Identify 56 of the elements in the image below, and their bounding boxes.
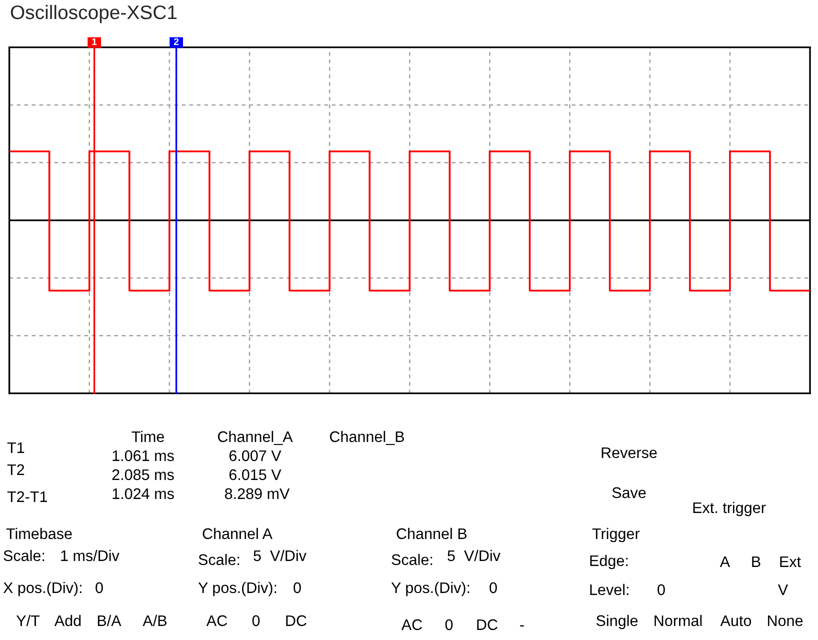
text: Auto xyxy=(720,615,752,626)
chart-title: Oscilloscope-XSC1 xyxy=(10,4,177,24)
text: Channel_A xyxy=(218,430,293,445)
text: DC xyxy=(286,615,306,626)
text: 5 V/Div xyxy=(254,550,306,562)
text: Y pos.(Div): xyxy=(198,582,276,596)
text: AC xyxy=(401,619,422,630)
text: Y/T xyxy=(16,614,40,626)
text: Reverse xyxy=(602,447,657,458)
text: B xyxy=(752,556,760,567)
text: 0 xyxy=(490,582,497,594)
text: Ext. trigger xyxy=(693,502,766,516)
text: Scale: xyxy=(4,550,44,562)
text: Level: xyxy=(590,584,628,596)
text: Add xyxy=(54,614,81,626)
text: DC xyxy=(477,619,498,630)
text: 0 xyxy=(252,615,260,626)
text: Trigger xyxy=(592,528,640,542)
text: 6.007 V xyxy=(229,450,282,462)
text: B/A xyxy=(98,614,122,626)
text: 2.085 ms xyxy=(112,469,174,480)
text: T2 xyxy=(7,464,24,475)
text: Channel_B xyxy=(330,430,404,445)
text: AC xyxy=(206,615,228,626)
text: 6.015 V xyxy=(229,469,282,480)
text: Channel A xyxy=(202,528,272,540)
text: 1.024 ms xyxy=(112,488,174,500)
text: Scale: xyxy=(392,554,432,566)
text: V xyxy=(778,584,788,595)
text: Timebase xyxy=(6,528,72,540)
text: 0 xyxy=(294,582,301,594)
text: A xyxy=(720,556,730,567)
text: Y pos.(Div): xyxy=(391,582,470,596)
text: X pos.(Div): xyxy=(3,582,82,596)
text: 0 xyxy=(658,584,665,596)
text: - xyxy=(520,625,524,626)
text: A/B xyxy=(142,614,167,626)
text: 1 ms/Div xyxy=(61,550,120,562)
text: 8.289 mV xyxy=(224,488,290,500)
text: Channel B xyxy=(396,528,467,540)
text: 2 xyxy=(174,38,179,46)
text: T2-T1 xyxy=(7,491,47,502)
text: T1 xyxy=(7,442,24,453)
text: None xyxy=(768,615,803,626)
text: 0 xyxy=(96,582,103,594)
text: 0 xyxy=(445,619,453,630)
text: Time xyxy=(132,430,164,442)
text: Ext xyxy=(780,556,801,568)
text: 5 V/Div xyxy=(448,550,500,562)
text: Save xyxy=(612,487,646,498)
text: Single xyxy=(596,614,638,630)
text: 1 xyxy=(92,38,97,46)
text: Scale: xyxy=(198,554,240,566)
text: 1.061 ms xyxy=(112,450,174,462)
text: Normal xyxy=(654,614,702,626)
text: Edge: xyxy=(590,554,628,570)
